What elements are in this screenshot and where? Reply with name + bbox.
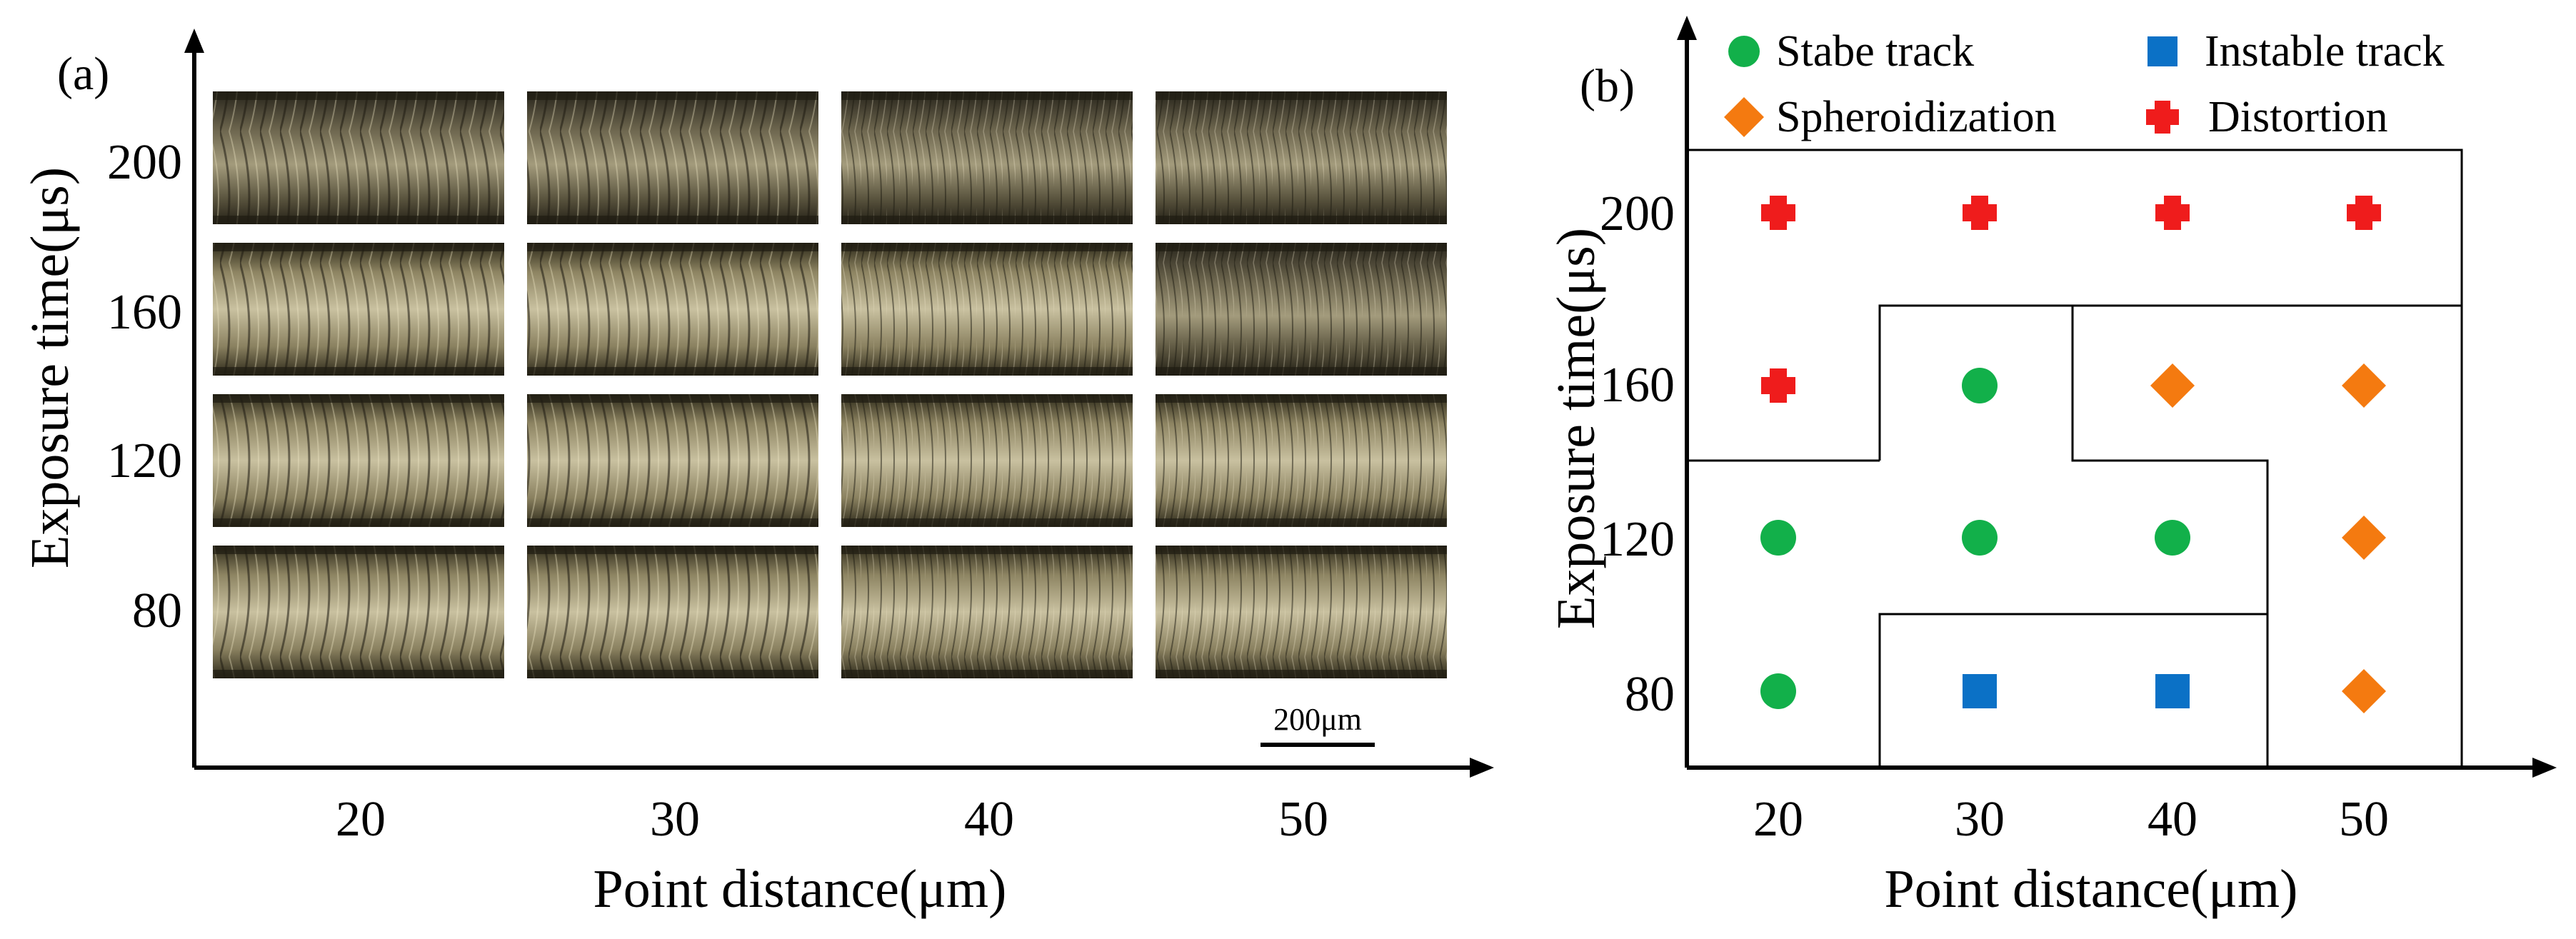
legend-stable-marker	[1728, 36, 1760, 67]
panel-b-y-tick-80: 80	[1625, 667, 1675, 722]
marker-spheroidization-50-80	[2342, 669, 2386, 713]
marker-instable-40-80	[2155, 674, 2190, 708]
panel-b-y-tick-200: 200	[1600, 186, 1675, 241]
panel-a-label: (a)	[57, 48, 109, 100]
legend-distortion-label: Distortion	[2208, 93, 2387, 141]
micrograph-160us-50um	[1156, 243, 1447, 376]
panel-b-x-label: Point distance(μm)	[1885, 859, 2298, 919]
micrograph-120us-40um	[841, 394, 1133, 527]
panel-b-y-label: Exposure time(μs)	[1546, 228, 1606, 629]
legend-instable-label: Instable track	[2205, 27, 2445, 76]
micrograph-80us-20um	[213, 546, 504, 678]
panel-a-y-tick-80: 80	[132, 583, 182, 638]
micrograph-200us-30um	[527, 91, 818, 224]
panel-b: (b) Stabe track Instable track Spheroidi…	[1546, 16, 2557, 919]
marker-distortion-50-200	[2347, 196, 2381, 230]
panel-b-x-tick-20: 20	[1753, 792, 1803, 847]
region-boundary-outer	[1687, 149, 2463, 768]
panel-a-x-tick-20: 20	[336, 792, 386, 847]
panel-b-label: (b)	[1580, 60, 1635, 112]
micrograph-80us-30um	[527, 546, 818, 678]
region-boundary-distortion-top	[1878, 304, 2462, 461]
micrograph-200us-20um	[213, 91, 504, 224]
marker-spheroidization-40-160	[2150, 363, 2195, 408]
legend: Stabe track Instable track Spheroidizati…	[1724, 27, 2445, 141]
panel-b-y-tick-160: 160	[1600, 358, 1675, 413]
panel-a: (a) 20 30 40 50 200 160 120 80 Point dis…	[20, 29, 1494, 919]
panel-b-x-tick-30: 30	[1955, 792, 2005, 847]
panel-a-x-tick-40: 40	[964, 792, 1014, 847]
micrograph-120us-30um	[527, 394, 818, 527]
panel-a-x-tick-50: 50	[1278, 792, 1328, 847]
legend-stable-label: Stabe track	[1776, 27, 1974, 76]
marker-distortion-20-160	[1761, 368, 1795, 403]
micrograph-160us-30um	[527, 243, 818, 376]
region-boundary-instable	[1878, 613, 2267, 768]
micrograph-80us-40um	[841, 546, 1133, 678]
panel-a-x-axis-arrow	[1470, 758, 1494, 778]
panel-a-y-tick-120: 120	[107, 433, 182, 488]
legend-instable-marker	[2147, 36, 2177, 66]
panel-b-y-tick-120: 120	[1600, 512, 1675, 567]
marker-instable-30-80	[1963, 674, 1997, 708]
panel-b-x-tick-40: 40	[2147, 792, 2197, 847]
micrograph-grid	[213, 91, 1447, 678]
panel-b-x-axis-arrow	[2532, 758, 2557, 778]
panel-a-y-label: Exposure time(μs)	[20, 167, 80, 568]
micrograph-80us-50um	[1156, 546, 1447, 678]
panel-b-y-axis-arrow	[1677, 16, 1697, 40]
scale-bar-label: 200μm	[1273, 702, 1362, 737]
legend-distortion-marker	[2146, 101, 2179, 134]
panel-b-x-tick-50: 50	[2339, 792, 2389, 847]
micrograph-160us-20um	[213, 243, 504, 376]
micrograph-120us-50um	[1156, 394, 1447, 527]
marker-spheroidization-50-120	[2342, 516, 2386, 560]
marker-distortion-30-200	[1963, 196, 1997, 230]
micrograph-200us-40um	[841, 91, 1133, 224]
marker-stable-20-80	[1760, 673, 1796, 709]
marker-distortion-40-200	[2155, 196, 2190, 230]
panel-a-x-tick-30: 30	[650, 792, 700, 847]
marker-stable-30-160	[1962, 368, 1998, 403]
marker-stable-40-120	[2155, 520, 2190, 556]
legend-spheroidization-marker	[1724, 97, 1764, 137]
micrograph-160us-40um	[841, 243, 1133, 376]
marker-stable-30-120	[1962, 520, 1998, 556]
marker-distortion-20-200	[1761, 196, 1795, 230]
panel-a-y-tick-200: 200	[107, 135, 182, 190]
micrograph-200us-50um	[1156, 91, 1447, 224]
micrograph-120us-20um	[213, 394, 504, 527]
marker-spheroidization-50-160	[2342, 363, 2386, 408]
scatter-markers	[1760, 196, 2386, 713]
panel-a-x-label: Point distance(μm)	[593, 859, 1007, 919]
panel-a-y-axis-arrow	[184, 29, 204, 53]
legend-spheroidization-label: Spheroidization	[1776, 93, 2057, 141]
region-boundaries	[1687, 149, 2463, 768]
panel-a-y-tick-160: 160	[107, 285, 182, 340]
marker-stable-20-120	[1760, 520, 1796, 556]
